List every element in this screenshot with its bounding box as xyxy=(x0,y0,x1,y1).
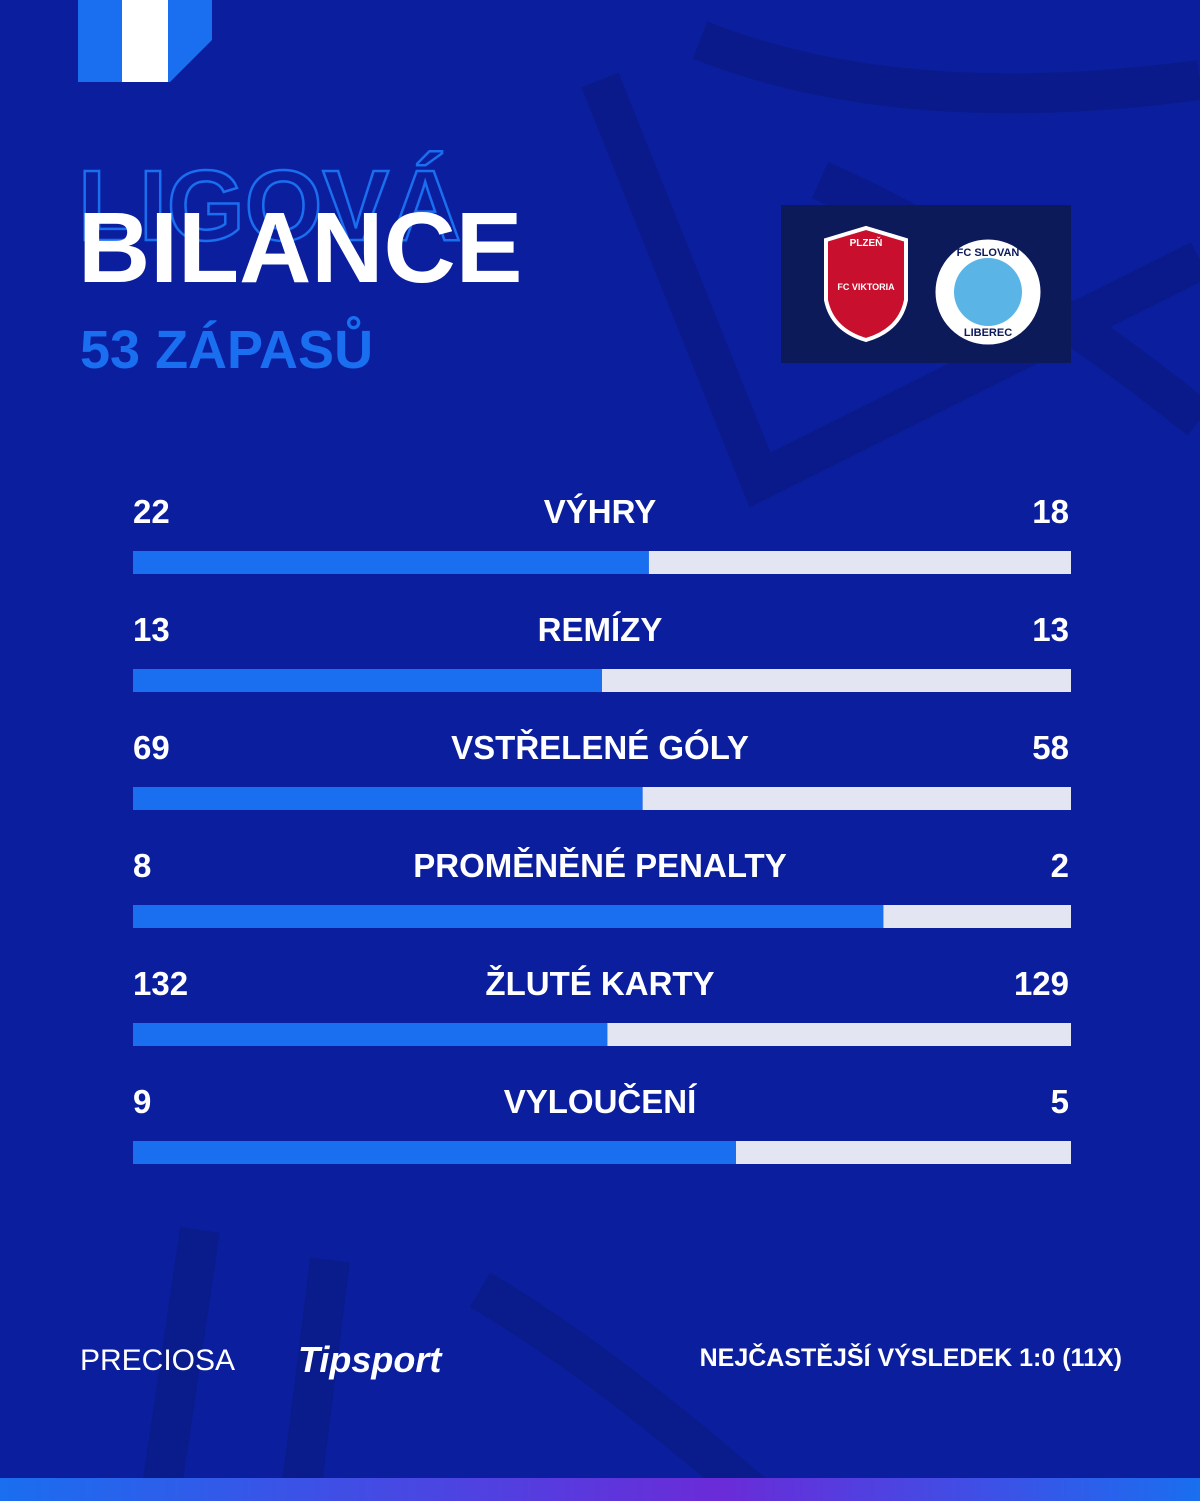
away-bar xyxy=(736,1141,1071,1164)
home-bar xyxy=(133,905,884,928)
team-logo xyxy=(824,225,908,343)
home-bar xyxy=(133,1023,608,1046)
sponsor: Tipsport xyxy=(298,1339,443,1380)
overline-title: LIGOVÁ xyxy=(78,150,461,262)
team-logo-text: PLZEŇ xyxy=(850,236,883,249)
away-bar xyxy=(602,669,1071,692)
home-value: 13 xyxy=(133,611,170,648)
team-logo-text: FC SLOVAN xyxy=(957,247,1020,259)
stats: 22 VÝHRY 18 13 REMÍZY 13 69 VSTŘELENÉ GÓLY 58 8 PR… xyxy=(133,493,1071,1164)
team-logo-inner xyxy=(954,258,1022,326)
title: BILANCE xyxy=(78,192,522,304)
stat-label: REMÍZY xyxy=(538,611,663,648)
stat-label: VÝHRY xyxy=(544,493,656,530)
bottom-strip xyxy=(0,1478,1200,1501)
away-bar xyxy=(607,1023,1071,1046)
away-bar xyxy=(648,551,1071,574)
away-bar xyxy=(642,787,1071,810)
subtitle: 53 ZÁPASŮ xyxy=(80,316,373,380)
home-bar xyxy=(133,669,602,692)
home-value: 8 xyxy=(133,847,151,884)
away-value: 2 xyxy=(1051,847,1069,884)
home-bar xyxy=(133,551,649,574)
corner-stripe xyxy=(122,0,168,82)
stat-label: ŽLUTÉ KARTY xyxy=(485,965,714,1002)
away-value: 58 xyxy=(1032,729,1069,766)
stat-label: VSTŘELENÉ GÓLY xyxy=(451,729,749,766)
away-value: 13 xyxy=(1032,611,1069,648)
home-bar xyxy=(133,787,643,810)
stat-label: VYLOUČENÍ xyxy=(504,1082,697,1120)
home-value: 22 xyxy=(133,493,170,530)
home-value: 9 xyxy=(133,1083,151,1120)
away-value: 129 xyxy=(1014,965,1069,1002)
footer-note: NEJČASTĚJŠÍ VÝSLEDEK 1:0 (11X) xyxy=(700,1342,1122,1372)
away-value: 18 xyxy=(1032,493,1069,530)
home-value: 132 xyxy=(133,965,188,1002)
team-logo-text: LIBEREC xyxy=(964,327,1012,339)
away-value: 5 xyxy=(1051,1083,1069,1120)
sponsor: PRECIOSA xyxy=(80,1344,235,1377)
stat-label: PROMĚNĚNÉ PENALTY xyxy=(413,847,786,884)
home-bar xyxy=(133,1141,736,1164)
home-value: 69 xyxy=(133,729,170,766)
team-logo-text: FC VIKTORIA xyxy=(837,282,895,292)
away-bar xyxy=(883,905,1071,928)
